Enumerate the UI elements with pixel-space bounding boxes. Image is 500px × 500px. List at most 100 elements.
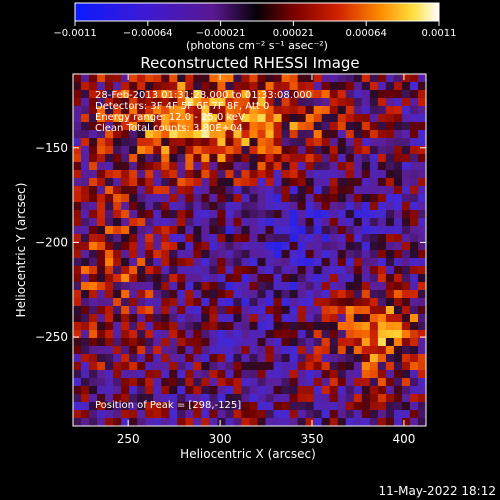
heatmap-cell [105,298,114,307]
heatmap-cell [153,178,162,187]
heatmap-cell [177,74,186,83]
heatmap-cell [289,418,299,426]
heatmap-cell [89,98,98,107]
heatmap-cell [73,306,82,315]
heatmap-cell [377,282,387,291]
heatmap-cell [89,402,98,411]
heatmap-cell [241,186,251,195]
heatmap-cell [393,386,403,395]
heatmap-cell [409,218,419,227]
heatmap-cell [409,242,419,251]
heatmap-cell [169,130,178,139]
heatmap-cell [145,226,154,235]
heatmap-cell [241,306,251,315]
heatmap-cell [273,306,283,315]
heatmap-cell [377,98,387,107]
colorbar-tick-label: −0.00064 [123,28,173,39]
y-axis-label: Heliocentric Y (arcsec) [14,183,28,318]
heatmap-cell [377,170,387,179]
heatmap-cell [281,402,291,411]
heatmap-cell [401,186,411,195]
heatmap-cell [89,242,98,251]
heatmap-cell [177,138,186,147]
heatmap-cell [121,282,130,291]
heatmap-cell [217,346,227,355]
heatmap-cell [353,74,363,83]
heatmap-cell [201,370,210,379]
heatmap-cell [385,418,395,426]
heatmap-cell [97,282,106,291]
heatmap-cell [121,138,130,147]
heatmap-cell [233,146,243,155]
heatmap-cell [89,162,98,171]
heatmap-cell [153,226,162,235]
heatmap-cell [137,90,146,99]
heatmap-cell [193,186,202,195]
heatmap-cell [249,362,259,371]
heatmap-cell [121,274,130,283]
heatmap-cell [241,370,251,379]
heatmap-cell [337,242,347,251]
heatmap-cell [409,266,419,275]
heatmap-cell [369,418,379,426]
heatmap-cell [329,418,339,426]
heatmap-cell [337,410,347,419]
heatmap-image [73,74,426,426]
heatmap-cell [353,330,363,339]
heatmap-cell [257,74,267,83]
heatmap-cell [129,98,138,107]
heatmap-cell [281,170,291,179]
heatmap-cell [393,234,403,243]
heatmap-cell [249,330,259,339]
heatmap-cell [337,74,347,83]
heatmap-cell [313,386,323,395]
heatmap-cell [313,274,323,283]
heatmap-cell [385,282,395,291]
heatmap-cell [361,162,371,171]
heatmap-cell [329,186,339,195]
heatmap-cell [409,178,419,187]
heatmap-cell [209,354,219,363]
heatmap-cell [337,194,347,203]
heatmap-cell [161,194,170,203]
heatmap-cell [145,234,154,243]
heatmap-cell [289,154,299,163]
heatmap-cell [105,394,114,403]
heatmap-cell [353,346,363,355]
heatmap-cell [321,226,331,235]
heatmap-cell [329,290,339,299]
heatmap-cell [385,154,395,163]
heatmap-cell [385,378,395,387]
heatmap-cell [417,354,426,363]
heatmap-cell [377,146,387,155]
heatmap-cell [121,250,130,259]
heatmap-cell [153,330,162,339]
heatmap-cell [273,98,283,107]
heatmap-cell [313,178,323,187]
heatmap-cell [337,394,347,403]
heatmap-cell [169,338,178,347]
heatmap-cell [329,98,339,107]
heatmap-cell [313,226,323,235]
heatmap-cell [337,154,347,163]
heatmap-cell [353,354,363,363]
heatmap-cell [305,330,315,339]
heatmap-cell [273,202,283,211]
heatmap-cell [121,258,130,267]
heatmap-cell [121,354,130,363]
heatmap-cell [401,226,411,235]
heatmap-cell [417,274,426,283]
heatmap-cell [81,122,90,131]
heatmap-cell [169,82,178,91]
heatmap-cell [97,330,106,339]
heatmap-cell [81,266,90,275]
heatmap-cell [73,162,82,171]
heatmap-cell [305,90,315,99]
heatmap-cell [337,402,347,411]
heatmap-cell [201,202,210,211]
heatmap-cell [105,258,114,267]
heatmap-cell [401,338,411,347]
heatmap-cell [393,410,403,419]
heatmap-cell [305,266,315,275]
heatmap-cell [313,106,323,115]
